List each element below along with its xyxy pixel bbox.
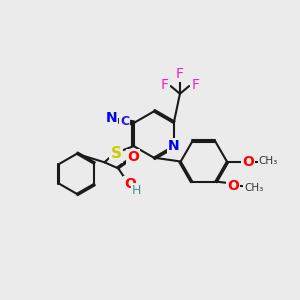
Text: S: S [110, 146, 122, 161]
Text: F: F [160, 77, 169, 92]
Text: O: O [124, 177, 136, 191]
Text: N: N [106, 111, 117, 124]
Text: F: F [191, 77, 199, 92]
Text: O: O [127, 150, 139, 164]
Text: O: O [242, 154, 254, 169]
Text: N: N [168, 139, 180, 153]
Text: F: F [176, 67, 184, 81]
Text: CH₃: CH₃ [259, 156, 278, 166]
Text: O: O [227, 179, 239, 193]
Text: H: H [132, 184, 142, 196]
Text: C: C [120, 115, 129, 128]
Text: CH₃: CH₃ [244, 183, 263, 193]
